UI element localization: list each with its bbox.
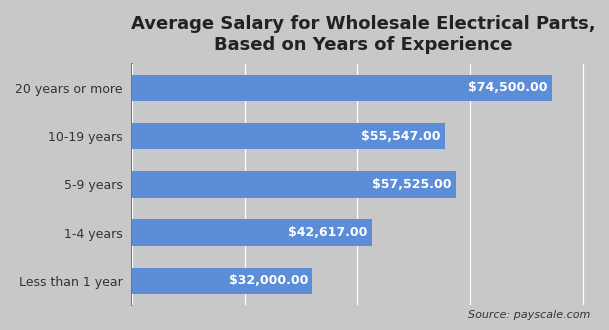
Bar	[132, 123, 445, 149]
Bar	[132, 268, 312, 294]
Text: $74,500.00: $74,500.00	[468, 82, 547, 94]
Bar	[132, 75, 552, 101]
Bar	[132, 219, 372, 246]
Text: $57,525.00: $57,525.00	[372, 178, 452, 191]
Text: $42,617.00: $42,617.00	[288, 226, 368, 239]
Text: $55,547.00: $55,547.00	[361, 130, 440, 143]
Bar	[132, 171, 456, 198]
Text: Source: payscale.com: Source: payscale.com	[468, 310, 591, 320]
Title: Average Salary for Wholesale Electrical Parts,
Based on Years of Experience: Average Salary for Wholesale Electrical …	[131, 15, 596, 54]
Text: $32,000.00: $32,000.00	[228, 274, 308, 287]
